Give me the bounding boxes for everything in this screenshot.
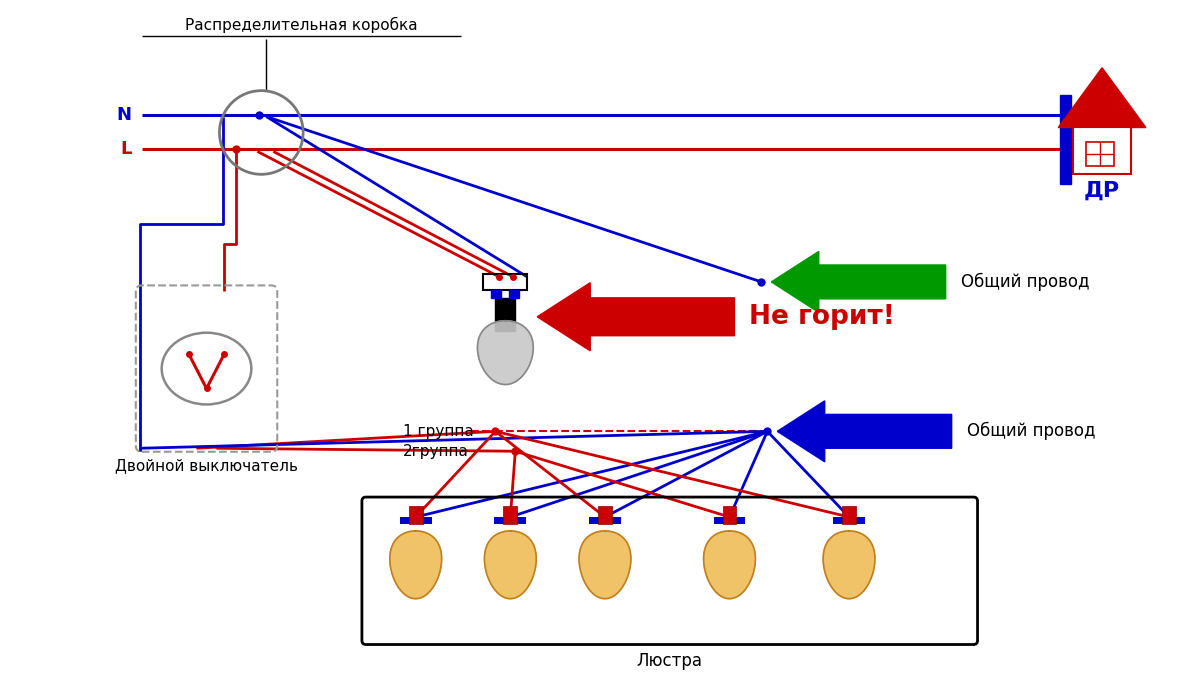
Polygon shape	[703, 531, 755, 599]
Bar	[503, 506, 517, 524]
Bar	[509, 290, 520, 298]
Text: 2группа: 2группа	[403, 443, 469, 459]
Polygon shape	[778, 401, 952, 462]
Text: ДР: ДР	[1084, 180, 1120, 200]
Polygon shape	[580, 531, 631, 599]
Bar	[409, 506, 422, 524]
Text: L: L	[120, 140, 132, 159]
Text: Люстра: Люстра	[637, 653, 703, 670]
Polygon shape	[478, 321, 533, 385]
Text: Общий провод: Общий провод	[966, 423, 1096, 441]
Polygon shape	[1058, 68, 1146, 128]
Text: 1 группа: 1 группа	[403, 424, 474, 439]
Bar	[1073, 126, 1130, 174]
Bar	[833, 517, 865, 524]
Polygon shape	[772, 251, 946, 313]
Bar	[714, 517, 745, 524]
Polygon shape	[538, 283, 734, 351]
Bar	[492, 290, 502, 298]
Bar	[400, 517, 432, 524]
Text: Двойной выключатель: Двойной выключатель	[115, 458, 298, 472]
Bar	[1061, 95, 1072, 184]
Text: Распределительная коробка: Распределительная коробка	[185, 17, 418, 33]
Text: Не горит!: Не горит!	[750, 304, 895, 330]
Text: Общий провод: Общий провод	[961, 273, 1090, 291]
Bar	[589, 517, 620, 524]
Bar	[722, 506, 737, 524]
Polygon shape	[485, 531, 536, 599]
Bar	[842, 506, 856, 524]
Bar	[496, 298, 515, 331]
Bar	[598, 506, 612, 524]
Polygon shape	[390, 531, 442, 599]
Text: N: N	[116, 105, 132, 124]
Bar	[494, 517, 527, 524]
Bar	[484, 274, 527, 290]
Bar	[1086, 142, 1114, 166]
Polygon shape	[823, 531, 875, 599]
